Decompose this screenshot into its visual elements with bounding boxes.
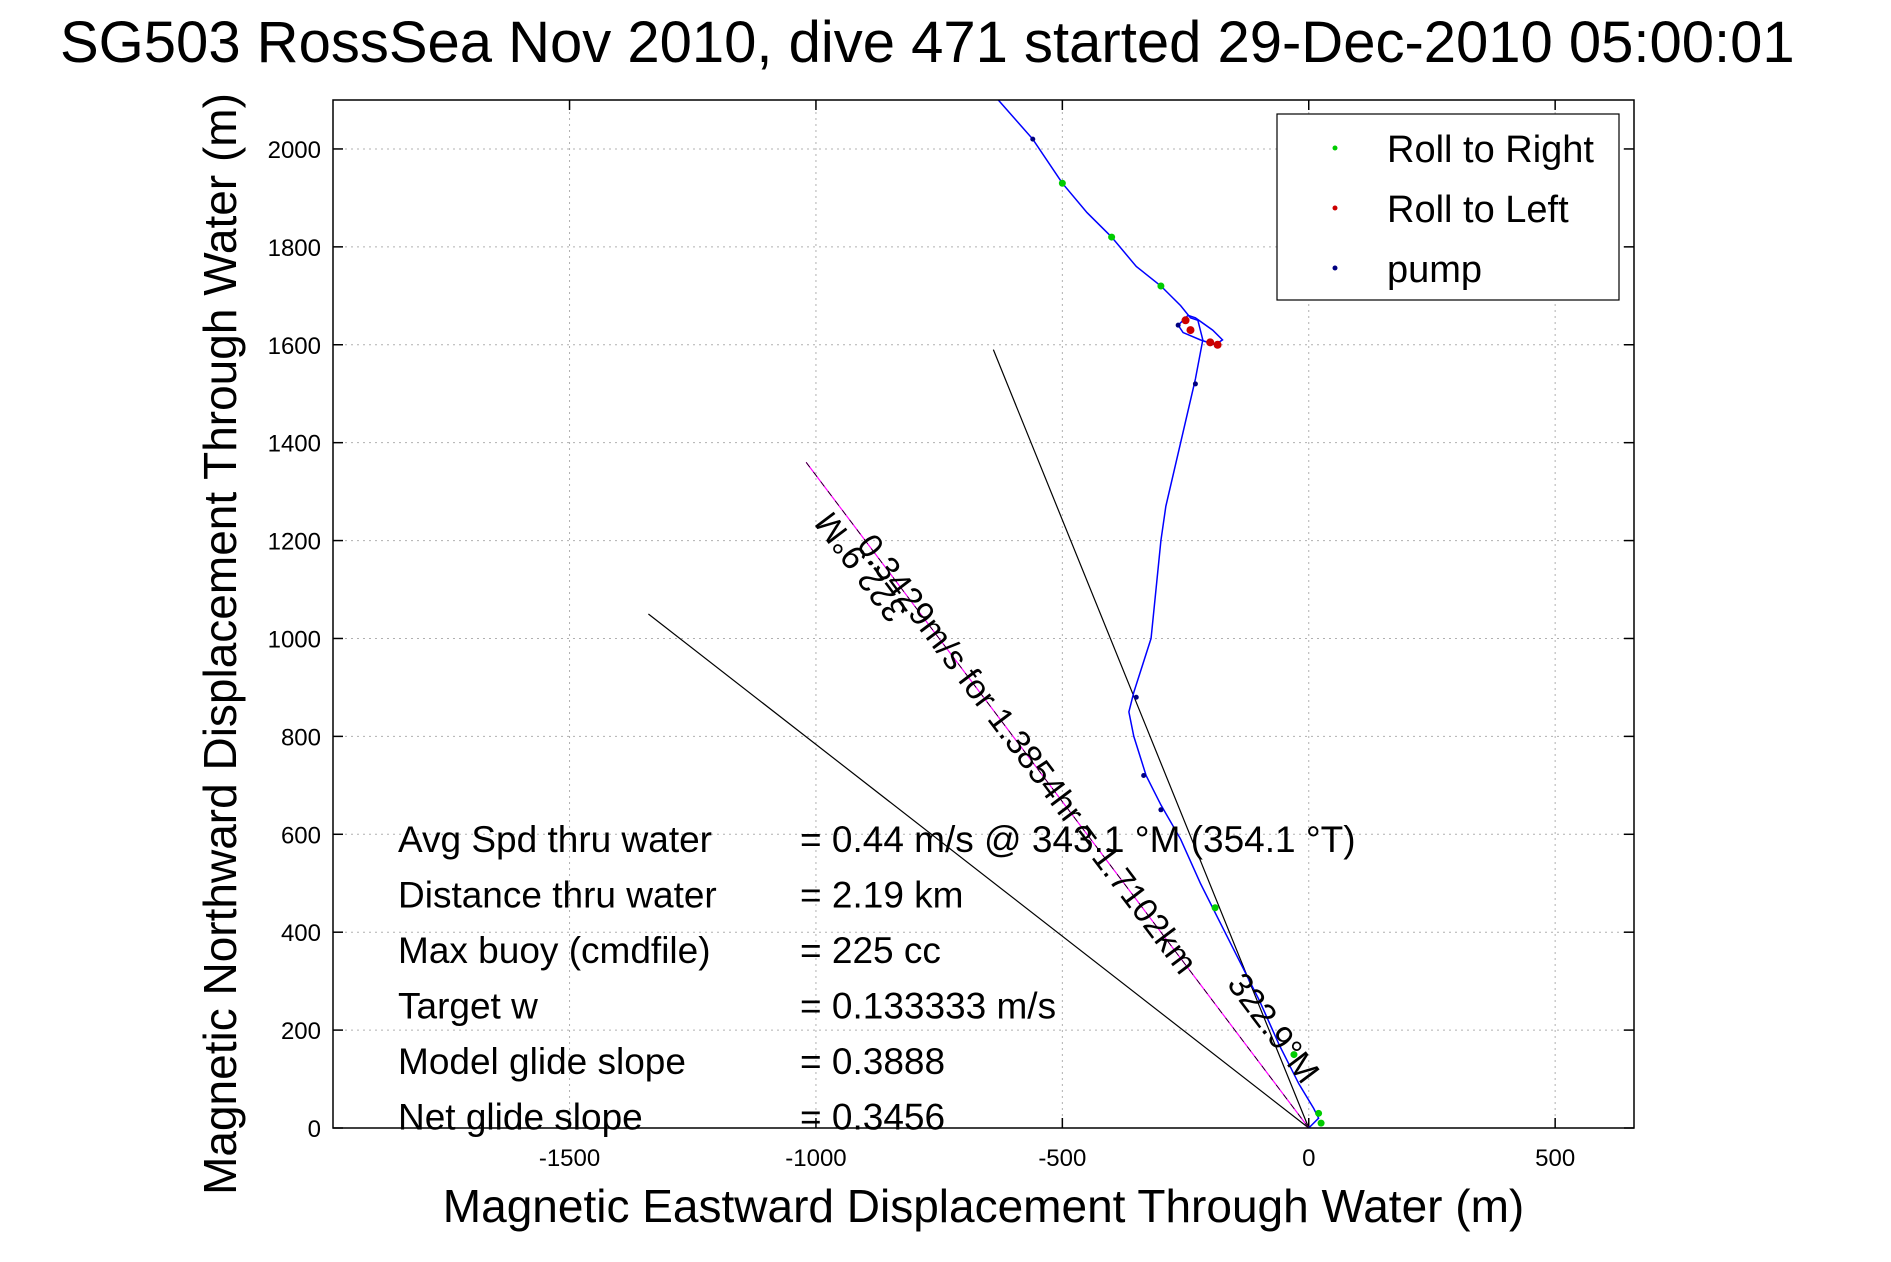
pump-point (1175, 322, 1181, 328)
y-axis-label: Magnetic Northward Displacement Through … (194, 93, 246, 1195)
envelope-line (648, 613, 1310, 1129)
series-layer (997, 99, 1325, 1129)
stat-value: = 2.19 km (800, 875, 964, 916)
x-tick-label: -1000 (785, 1145, 846, 1172)
roll-right-point (1108, 233, 1116, 241)
legend-marker (1332, 205, 1338, 211)
page-title: SG503 RossSea Nov 2010, dive 471 started… (60, 10, 1795, 75)
x-tick-label: 0 (1302, 1145, 1315, 1172)
track-line (997, 99, 1320, 1129)
y-tick-label: 0 (308, 1116, 321, 1143)
y-tick-label: 2000 (268, 137, 321, 164)
heading-line (805, 461, 1310, 1129)
legend-label: pump (1387, 249, 1482, 291)
stat-value: = 225 cc (800, 930, 941, 971)
stats-block: Avg Spd thru water = 0.44 m/s @ 343.1 °M … (398, 819, 1356, 1138)
x-tick-label: -500 (1038, 1145, 1086, 1172)
pump-point (1141, 773, 1147, 779)
roll-left-point (1181, 316, 1190, 325)
legend: Roll to Right Roll to Left pump (1276, 113, 1620, 301)
stat-label: Distance thru water (398, 875, 717, 916)
stat-label: Max buoy (cmdfile) (398, 930, 711, 971)
y-tick-label: 1800 (268, 235, 321, 262)
roll-left-point (1206, 338, 1215, 347)
pump-point (1158, 807, 1164, 813)
roll-left-point (1186, 326, 1195, 335)
legend-label: Roll to Left (1387, 189, 1569, 231)
guide-lines (648, 349, 1310, 1129)
stat-value: = 0.44 m/s @ 343.1 °M (354.1 °T) (800, 819, 1356, 860)
envelope-line (992, 349, 1310, 1129)
legend-marker (1332, 265, 1338, 271)
x-tick-label: 500 (1535, 1145, 1575, 1172)
roll-left-point (1213, 340, 1222, 349)
y-tick-label: 1400 (268, 431, 321, 458)
roll-right-point (1058, 179, 1066, 187)
pump-point (1192, 381, 1198, 387)
roll-right-point (1315, 1109, 1323, 1117)
x-axis-label: Magnetic Eastward Displacement Through W… (443, 1180, 1524, 1232)
stat-label: Target w (398, 986, 538, 1027)
y-tick-label: 600 (281, 822, 321, 849)
stat-value: = 0.3888 (800, 1041, 945, 1082)
stat-value: = 0.133333 m/s (800, 986, 1056, 1027)
roll-right-point (1157, 282, 1165, 290)
y-tick-label: 1200 (268, 529, 321, 556)
stat-label: Net glide slope (398, 1097, 643, 1138)
stat-label: Avg Spd thru water (398, 819, 712, 860)
y-tick-label: 1000 (268, 626, 321, 653)
plot-frame (332, 99, 1635, 1129)
y-tick-label: 1600 (268, 333, 321, 360)
y-tick-label: 200 (281, 1018, 321, 1045)
y-tick-label: 400 (281, 920, 321, 947)
x-tick-label: -1500 (539, 1145, 600, 1172)
roll-right-point (1290, 1051, 1298, 1059)
axis-ticks: -1500 -1000 -500 0 500 0 200 400 600 800 1000 1200 1… (268, 100, 1634, 1172)
roll-right-point (1211, 904, 1219, 912)
legend-marker (1332, 145, 1338, 151)
legend-label: Roll to Right (1387, 129, 1594, 171)
stat-value: = 0.3456 (800, 1097, 945, 1138)
pump-point (1133, 694, 1139, 700)
stat-label: Model glide slope (398, 1041, 686, 1082)
y-tick-label: 800 (281, 724, 321, 751)
pump-point (1030, 136, 1036, 142)
roll-right-point (1317, 1119, 1325, 1127)
